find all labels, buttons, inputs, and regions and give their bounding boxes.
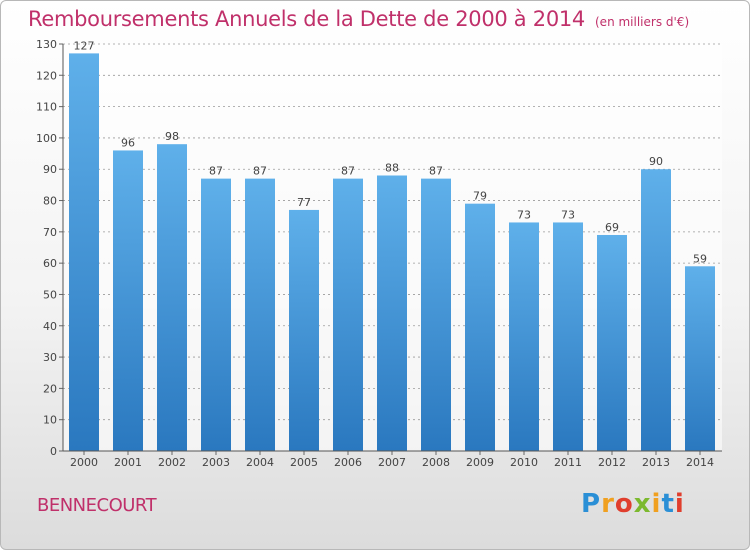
chart-title: Remboursements Annuels de la Dette de 20… xyxy=(28,7,689,31)
bar-value-label: 87 xyxy=(253,165,267,178)
x-tick-label: 2001 xyxy=(114,456,142,469)
bar xyxy=(465,203,495,451)
bar-value-label: 73 xyxy=(561,208,575,221)
bar xyxy=(69,53,99,452)
x-tick-label: 2005 xyxy=(290,456,318,469)
y-tick-label: 10 xyxy=(43,414,57,427)
bar xyxy=(333,178,363,451)
logo-letter: i xyxy=(651,489,662,519)
x-tick-label: 2014 xyxy=(686,456,714,469)
y-tick-label: 100 xyxy=(36,132,57,145)
chart-title-text: Remboursements Annuels de la Dette de 20… xyxy=(28,7,585,31)
x-tick-label: 2012 xyxy=(598,456,626,469)
x-tick-label: 2004 xyxy=(246,456,274,469)
bar xyxy=(245,178,275,451)
bar xyxy=(509,222,539,451)
commune-name: BENNECOURT xyxy=(37,495,157,516)
bar xyxy=(201,178,231,451)
x-tick-label: 2006 xyxy=(334,456,362,469)
x-tick-label: 2008 xyxy=(422,456,450,469)
bar xyxy=(641,169,671,451)
bar xyxy=(685,266,715,451)
chart-unit: (en milliers d'€) xyxy=(595,15,690,29)
bar-value-label: 73 xyxy=(517,208,531,221)
y-tick-label: 0 xyxy=(50,445,57,458)
bar-value-label: 59 xyxy=(693,252,707,265)
bar-value-label: 127 xyxy=(74,39,95,52)
logo-letter: t xyxy=(661,489,675,519)
bar-value-label: 79 xyxy=(473,190,487,203)
y-tick-label: 120 xyxy=(36,69,57,82)
axis-layer: 0 10 20 30 40 50 60 70 80 90 100 110 120 130 2000 2001 2… xyxy=(36,38,722,469)
logo-letter: o xyxy=(614,489,634,519)
y-tick-label: 110 xyxy=(36,101,57,114)
bar-value-label: 98 xyxy=(165,130,179,143)
bar xyxy=(421,178,451,451)
x-tick-label: 2003 xyxy=(202,456,230,469)
y-tick-label: 50 xyxy=(43,288,57,301)
x-tick-label: 2013 xyxy=(642,456,670,469)
bar-value-label: 69 xyxy=(605,221,619,234)
bar-layer xyxy=(69,53,715,452)
logo-letter: P xyxy=(581,489,602,519)
label-layer: 127 96 98 87 87 77 87 88 87 79 73 73 69 90 59 xyxy=(74,39,708,265)
bar xyxy=(553,222,583,451)
y-tick-label: 130 xyxy=(36,38,57,51)
y-tick-label: 70 xyxy=(43,226,57,239)
bar-value-label: 87 xyxy=(209,165,223,178)
bar xyxy=(113,150,143,451)
bar xyxy=(157,144,187,451)
y-tick-label: 20 xyxy=(43,382,57,395)
logo-letter: i xyxy=(674,489,685,519)
y-tick-label: 60 xyxy=(43,257,57,270)
bar-value-label: 87 xyxy=(341,165,355,178)
bar xyxy=(289,209,319,451)
logo-letter: r xyxy=(601,489,615,519)
x-tick-label: 2009 xyxy=(466,456,494,469)
x-tick-label: 2000 xyxy=(70,456,98,469)
x-tick-label: 2011 xyxy=(554,456,582,469)
logo-letter: x xyxy=(633,489,652,519)
y-tick-label: 90 xyxy=(43,163,57,176)
bar-value-label: 77 xyxy=(297,196,311,209)
x-tick-label: 2002 xyxy=(158,456,186,469)
x-tick-label: 2010 xyxy=(510,456,538,469)
bar xyxy=(597,234,627,451)
bar-value-label: 87 xyxy=(429,165,443,178)
y-tick-label: 30 xyxy=(43,351,57,364)
proxiti-logo: Proxiti xyxy=(581,489,685,519)
x-tick-label: 2007 xyxy=(378,456,406,469)
bar xyxy=(377,175,407,451)
bar-value-label: 96 xyxy=(121,136,135,149)
bar-value-label: 90 xyxy=(649,155,663,168)
y-tick-label: 40 xyxy=(43,320,57,333)
y-tick-label: 80 xyxy=(43,195,57,208)
bar-value-label: 88 xyxy=(385,161,399,174)
